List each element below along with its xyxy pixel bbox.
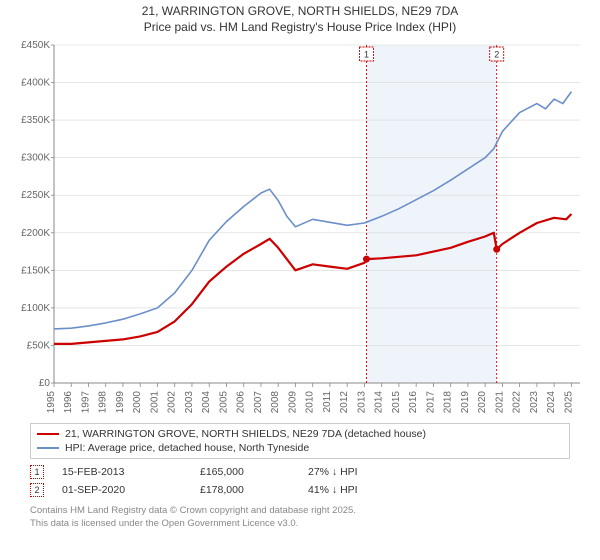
svg-text:£150K: £150K: [21, 266, 50, 277]
svg-text:2000: 2000: [132, 391, 143, 414]
txn-date: 01-SEP-2020: [62, 484, 182, 496]
svg-text:2023: 2023: [529, 391, 540, 414]
svg-text:2: 2: [494, 50, 499, 60]
txn-price: £178,000: [200, 484, 290, 496]
svg-text:2008: 2008: [270, 391, 281, 414]
svg-text:2007: 2007: [253, 391, 264, 414]
svg-text:1999: 1999: [115, 391, 126, 414]
svg-text:2022: 2022: [512, 391, 523, 414]
svg-text:2015: 2015: [391, 391, 402, 414]
txn-price: £165,000: [200, 466, 290, 478]
footer-line-2: This data is licensed under the Open Gov…: [30, 518, 570, 530]
legend-row-property: 21, WARRINGTON GROVE, NORTH SHIELDS, NE2…: [37, 427, 563, 441]
svg-text:1998: 1998: [98, 391, 109, 414]
svg-text:£100K: £100K: [21, 303, 50, 314]
line-chart: £0 £50K £100K £150K £200K £250K £300K £350K £400…: [10, 39, 590, 419]
svg-text:2005: 2005: [218, 391, 229, 414]
svg-text:1995: 1995: [46, 391, 57, 414]
svg-text:2006: 2006: [236, 391, 247, 414]
svg-text:2024: 2024: [546, 391, 557, 414]
txn-pct: 27% ↓ HPI: [308, 466, 418, 478]
chart-area: £0 £50K £100K £150K £200K £250K £300K £350K £400…: [10, 39, 590, 419]
txn-date: 15-FEB-2013: [62, 466, 182, 478]
legend-row-hpi: HPI: Average price, detached house, Nort…: [37, 441, 563, 455]
title-line-2: Price paid vs. HM Land Registry's House …: [0, 20, 600, 36]
svg-text:2011: 2011: [322, 391, 333, 413]
svg-text:2019: 2019: [460, 391, 471, 414]
txn-pct: 41% ↓ HPI: [308, 484, 418, 496]
svg-text:2012: 2012: [339, 391, 350, 414]
svg-text:2025: 2025: [563, 391, 574, 414]
svg-text:1997: 1997: [80, 391, 91, 414]
svg-text:£250K: £250K: [21, 190, 50, 201]
svg-text:£50K: £50K: [27, 341, 51, 352]
legend-swatch-property: [37, 433, 59, 435]
svg-text:2018: 2018: [443, 391, 454, 414]
svg-text:2021: 2021: [494, 391, 505, 414]
svg-text:2014: 2014: [374, 391, 385, 414]
legend-label-property: 21, WARRINGTON GROVE, NORTH SHIELDS, NE2…: [65, 428, 426, 440]
footer-attribution: Contains HM Land Registry data © Crown c…: [30, 505, 570, 530]
svg-text:£0: £0: [39, 378, 51, 389]
chart-title-block: 21, WARRINGTON GROVE, NORTH SHIELDS, NE2…: [0, 0, 600, 37]
table-row: 2 01-SEP-2020 £178,000 41% ↓ HPI: [30, 481, 570, 499]
svg-text:2009: 2009: [287, 391, 298, 414]
svg-text:2017: 2017: [425, 391, 436, 414]
svg-text:2004: 2004: [201, 391, 212, 414]
svg-text:2013: 2013: [356, 391, 367, 414]
svg-text:£200K: £200K: [21, 228, 50, 239]
marker-box-2: 2: [30, 483, 44, 497]
svg-text:2003: 2003: [184, 391, 195, 414]
legend: 21, WARRINGTON GROVE, NORTH SHIELDS, NE2…: [30, 423, 570, 459]
table-row: 1 15-FEB-2013 £165,000 27% ↓ HPI: [30, 463, 570, 481]
svg-text:1: 1: [364, 50, 369, 60]
svg-text:2010: 2010: [305, 391, 316, 414]
legend-swatch-hpi: [37, 447, 59, 449]
title-line-1: 21, WARRINGTON GROVE, NORTH SHIELDS, NE2…: [0, 4, 600, 20]
svg-text:2020: 2020: [477, 391, 488, 414]
marker-box-1: 1: [30, 465, 44, 479]
svg-text:£450K: £450K: [21, 40, 50, 51]
svg-text:1996: 1996: [63, 391, 74, 414]
svg-text:£350K: £350K: [21, 115, 50, 126]
transaction-table: 1 15-FEB-2013 £165,000 27% ↓ HPI 2 01-SE…: [30, 463, 570, 499]
svg-text:2001: 2001: [149, 391, 160, 414]
footer-line-1: Contains HM Land Registry data © Crown c…: [30, 505, 570, 517]
svg-text:£400K: £400K: [21, 78, 50, 89]
svg-text:2002: 2002: [167, 391, 178, 414]
legend-label-hpi: HPI: Average price, detached house, Nort…: [65, 442, 309, 454]
svg-text:£300K: £300K: [21, 153, 50, 164]
svg-text:2016: 2016: [408, 391, 419, 414]
